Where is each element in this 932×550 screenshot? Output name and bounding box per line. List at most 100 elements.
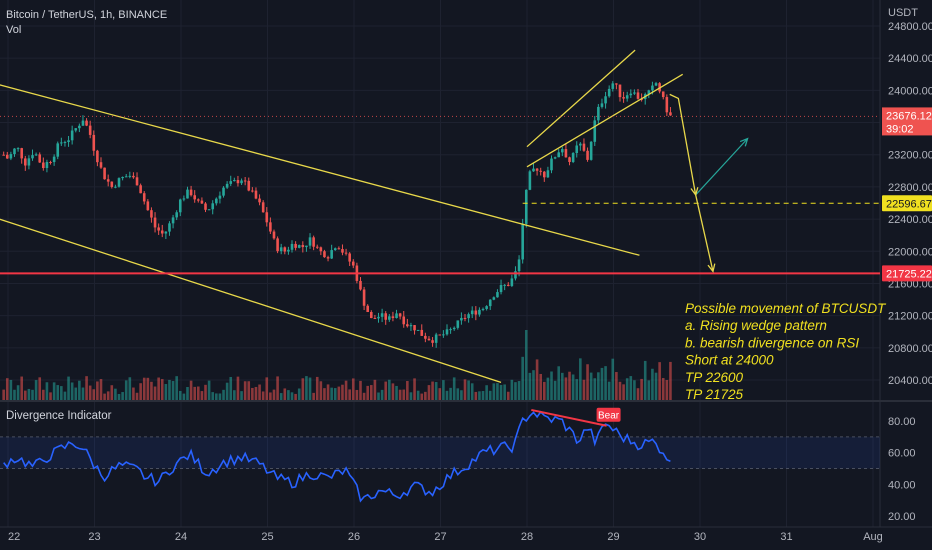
candle-body[interactable] <box>514 271 517 279</box>
candle-body[interactable] <box>175 212 178 218</box>
candle-body[interactable] <box>16 148 20 150</box>
candle-body[interactable] <box>561 149 564 153</box>
candle-body[interactable] <box>312 237 315 247</box>
candle-body[interactable] <box>395 313 398 319</box>
candle-body[interactable] <box>5 154 9 159</box>
candle-body[interactable] <box>571 153 575 163</box>
candle-body[interactable] <box>427 338 431 341</box>
trendline-wedge-top[interactable] <box>526 49 636 148</box>
candle-body[interactable] <box>70 130 74 141</box>
candle-body[interactable] <box>615 83 618 85</box>
candle-body[interactable] <box>114 186 117 188</box>
candle-body[interactable] <box>636 92 640 99</box>
candle-body[interactable] <box>74 128 78 131</box>
candle-body[interactable] <box>550 158 553 171</box>
candle-body[interactable] <box>564 149 568 158</box>
candle-body[interactable] <box>496 292 499 298</box>
candle-body[interactable] <box>618 84 622 98</box>
candle-body[interactable] <box>384 313 388 320</box>
candle-body[interactable] <box>521 223 524 260</box>
candle-body[interactable] <box>474 310 478 315</box>
candle-body[interactable] <box>211 203 215 210</box>
candle-body[interactable] <box>139 185 142 194</box>
candle-body[interactable] <box>157 227 160 231</box>
candle-body[interactable] <box>373 318 377 320</box>
candle-body[interactable] <box>247 180 251 191</box>
candle-body[interactable] <box>60 142 63 144</box>
candle-body[interactable] <box>402 316 406 325</box>
candle-body[interactable] <box>597 106 600 121</box>
candle-body[interactable] <box>38 154 42 163</box>
candle-body[interactable] <box>110 181 114 187</box>
candle-body[interactable] <box>445 329 449 335</box>
candle-body[interactable] <box>297 245 301 248</box>
candle-body[interactable] <box>2 154 5 156</box>
candle-body[interactable] <box>593 120 597 142</box>
candle-body[interactable] <box>333 248 337 251</box>
candle-body[interactable] <box>305 245 308 248</box>
candle-body[interactable] <box>160 230 164 234</box>
drawing-lines[interactable] <box>0 49 880 384</box>
candle-body[interactable] <box>654 83 658 86</box>
candle-body[interactable] <box>315 246 319 248</box>
candle-body[interactable] <box>67 140 70 143</box>
candle-body[interactable] <box>215 198 218 204</box>
candle-body[interactable] <box>586 150 589 160</box>
candle-body[interactable] <box>283 247 287 252</box>
volume-legend[interactable]: Vol <box>6 24 22 36</box>
candle-body[interactable] <box>56 143 60 157</box>
candle-body[interactable] <box>370 312 373 319</box>
candle-body[interactable] <box>478 309 481 315</box>
candle-body[interactable] <box>49 162 52 164</box>
candle-body[interactable] <box>337 248 341 250</box>
candle-body[interactable] <box>391 316 395 319</box>
candle-body[interactable] <box>481 308 485 310</box>
candle-body[interactable] <box>229 181 233 184</box>
candle-body[interactable] <box>128 175 132 177</box>
candle-body[interactable] <box>124 176 128 178</box>
candle-body[interactable] <box>543 171 546 178</box>
candle-body[interactable] <box>121 176 124 179</box>
candle-body[interactable] <box>222 187 225 196</box>
candle-body[interactable] <box>510 278 514 286</box>
candle-body[interactable] <box>276 238 279 252</box>
candle-body[interactable] <box>24 158 27 166</box>
projection-down-1[interactable] <box>669 93 697 196</box>
candle-body[interactable] <box>164 231 168 234</box>
candle-body[interactable] <box>99 162 103 168</box>
candle-body[interactable] <box>78 125 81 129</box>
candle-body[interactable] <box>532 168 535 172</box>
candle-body[interactable] <box>575 145 579 154</box>
candle-body[interactable] <box>330 250 333 259</box>
candle-body[interactable] <box>88 125 92 135</box>
candle-body[interactable] <box>485 306 488 309</box>
trendline-wedge-bottom[interactable] <box>526 73 684 168</box>
candle-body[interactable] <box>452 327 456 330</box>
candle-body[interactable] <box>254 190 258 199</box>
candle-body[interactable] <box>622 97 625 99</box>
candle-body[interactable] <box>535 168 539 171</box>
candle-body[interactable] <box>607 88 611 97</box>
candle-body[interactable] <box>45 162 49 169</box>
candle-body[interactable] <box>463 317 467 319</box>
candle-body[interactable] <box>225 183 229 188</box>
candle-body[interactable] <box>20 148 23 159</box>
candle-body[interactable] <box>431 340 434 343</box>
candle-body[interactable] <box>488 299 492 307</box>
candle-body[interactable] <box>409 325 413 327</box>
candle-body[interactable] <box>218 195 222 199</box>
candle-body[interactable] <box>287 249 290 252</box>
rsi-line[interactable] <box>3 410 671 503</box>
candle-body[interactable] <box>294 243 297 248</box>
trendline-channel-top[interactable] <box>0 84 640 256</box>
candle-body[interactable] <box>582 143 586 151</box>
candle-body[interactable] <box>492 297 496 300</box>
candle-body[interactable] <box>301 245 305 248</box>
candle-body[interactable] <box>604 96 607 104</box>
candle-body[interactable] <box>117 178 121 187</box>
candle-body[interactable] <box>351 261 355 266</box>
candle-body[interactable] <box>153 217 157 228</box>
candle-body[interactable] <box>193 195 196 200</box>
candle-body[interactable] <box>251 190 254 192</box>
